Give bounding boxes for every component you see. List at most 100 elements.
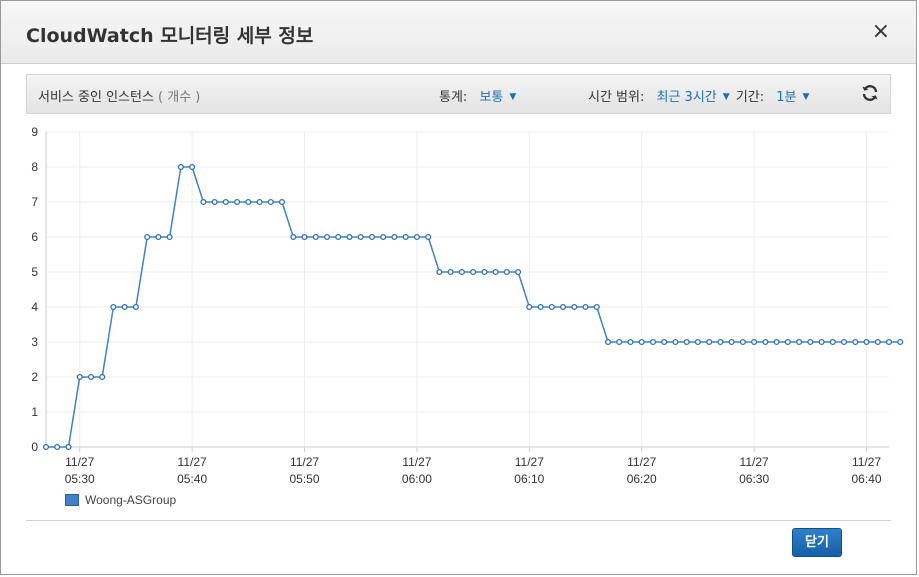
data-point (234, 198, 241, 206)
data-point (852, 338, 859, 346)
legend-label: Woong-ASGroup (85, 493, 177, 507)
data-point (256, 198, 263, 206)
x-tick-date: 11/27 (740, 455, 769, 469)
data-point (312, 233, 319, 241)
x-tick-time: 06:20 (627, 472, 657, 486)
data-point (222, 198, 229, 206)
x-tick-time: 06:00 (402, 472, 432, 486)
y-tick-label: 7 (31, 195, 38, 209)
data-point (784, 338, 791, 346)
data-point (357, 233, 364, 241)
time-range-label: 시간 범위: (588, 90, 645, 105)
data-point (818, 338, 825, 346)
data-point (571, 303, 578, 311)
metric-unit: ( 개수 ) (158, 90, 201, 105)
data-point (425, 233, 432, 241)
data-point (65, 443, 72, 451)
period-value: 1분 (776, 90, 797, 105)
data-point (391, 233, 398, 241)
data-point (87, 373, 95, 381)
data-point (42, 443, 50, 451)
x-tick-date: 11/27 (402, 455, 431, 469)
x-tick-date: 11/27 (290, 455, 319, 469)
data-point (796, 338, 803, 346)
period-label: 기간: (735, 90, 765, 105)
x-tick-time: 05:30 (65, 472, 95, 486)
x-tick-date: 11/27 (852, 455, 881, 469)
time-range-dropdown[interactable]: 최근 3시간 ▼ (657, 90, 730, 105)
data-point (278, 198, 286, 206)
data-point (458, 268, 465, 276)
x-tick-time: 05:50 (290, 472, 320, 486)
data-point (503, 268, 510, 276)
chevron-down-icon: ▼ (722, 92, 730, 102)
data-point (121, 303, 128, 311)
graph-toolbar: 서비스 중인 인스턴스 ( 개수 ) 통계: 보통 ▼ 시간 범위: 최근 3시간… (26, 74, 891, 114)
x-tick-date: 11/27 (178, 455, 207, 469)
data-point (762, 338, 769, 346)
data-point (177, 163, 184, 171)
statistic-group: 통계: 보통 ▼ (439, 86, 516, 105)
data-point (402, 233, 409, 241)
x-tick-time: 06:10 (514, 472, 544, 486)
data-point (290, 233, 297, 241)
instances-line-chart: 0 1 2 3 4 5 6 7 8 9 11/27 05:30 11/27 05:40 11/27 05:50… (31, 125, 904, 486)
data-point (706, 338, 713, 346)
data-point (807, 338, 814, 346)
data-point (144, 233, 151, 241)
data-point (189, 163, 196, 171)
data-point (335, 233, 342, 241)
data-point (301, 233, 308, 241)
data-point (548, 303, 555, 311)
y-tick-label: 1 (31, 405, 38, 419)
data-point (717, 338, 724, 346)
metric-title-group: 서비스 중인 인스턴스 ( 개수 ) (38, 86, 200, 105)
y-tick-label: 0 (31, 440, 38, 454)
data-point (76, 373, 83, 381)
dialog-header: CloudWatch 모니터링 세부 정보 × (1, 1, 916, 64)
x-tick-date: 11/27 (627, 455, 656, 469)
data-point (166, 233, 173, 241)
close-icon[interactable]: × (871, 19, 890, 44)
data-point (110, 303, 117, 311)
statistic-label: 통계: (439, 90, 468, 105)
data-point (368, 233, 376, 241)
chart-legend: Woong-ASGroup (65, 493, 176, 507)
y-tick-label: 2 (31, 370, 38, 384)
data-point (436, 268, 443, 276)
data-point (211, 198, 218, 206)
x-tick-date: 11/27 (515, 455, 544, 469)
y-tick-label: 4 (31, 300, 38, 314)
chevron-down-icon: ▼ (509, 92, 517, 102)
data-point (447, 268, 454, 276)
data-point (200, 198, 207, 206)
data-point (627, 338, 634, 346)
data-point (604, 338, 612, 346)
data-point (267, 198, 274, 206)
data-point (323, 233, 331, 241)
data-point (582, 303, 589, 311)
data-point (672, 338, 679, 346)
data-point (661, 338, 668, 346)
data-point (638, 338, 645, 346)
refresh-icon[interactable] (860, 83, 880, 103)
y-tick-label: 8 (31, 160, 38, 174)
data-point (380, 233, 387, 241)
y-tick-label: 6 (31, 230, 38, 244)
x-tick-date: 11/27 (65, 455, 94, 469)
data-point (751, 338, 758, 346)
data-point (346, 233, 353, 241)
data-point (593, 303, 600, 311)
y-tick-label: 5 (31, 265, 38, 279)
close-button[interactable]: 닫기 (792, 528, 842, 557)
data-point (683, 338, 690, 346)
period-dropdown[interactable]: 1분 ▼ (776, 90, 809, 105)
x-tick-time: 06:30 (739, 472, 769, 486)
y-tick-label: 9 (31, 125, 38, 139)
data-point (155, 233, 162, 241)
dialog-title: CloudWatch 모니터링 세부 정보 (26, 25, 314, 47)
data-point (829, 338, 836, 346)
metric-title: 서비스 중인 인스턴스 (38, 90, 154, 105)
statistic-dropdown[interactable]: 보통 ▼ (479, 90, 516, 105)
data-point (245, 198, 252, 206)
